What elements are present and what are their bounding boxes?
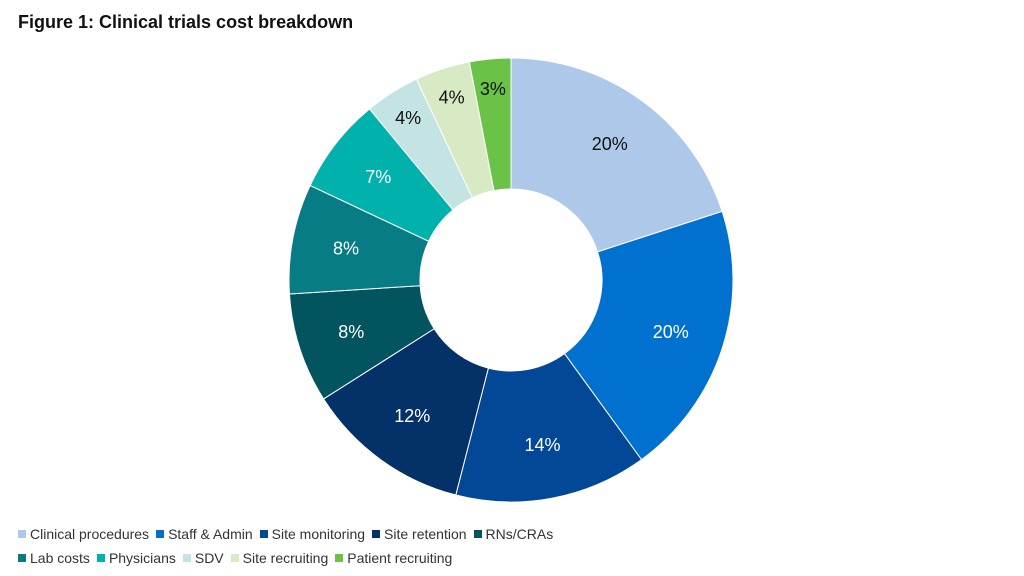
legend-swatch	[372, 530, 381, 538]
legend-swatch	[230, 554, 239, 562]
legend-row: Lab costs Physicians SDV Site recruiting Pat…	[18, 546, 618, 570]
legend-swatch	[182, 554, 191, 562]
legend-label: Patient recruiting	[347, 550, 453, 566]
legend-swatch	[335, 554, 344, 562]
legend-swatch	[259, 530, 268, 538]
legend-item: Clinical procedures	[18, 526, 149, 542]
legend-label: Site recruiting	[242, 550, 329, 566]
legend-item: Site recruiting	[230, 550, 329, 566]
legend-label: Site monitoring	[271, 526, 366, 542]
legend: Clinical procedures Staff & Admin Site mon…	[18, 522, 618, 570]
legend-swatch	[473, 530, 482, 538]
slice-site-monitoring	[455, 352, 643, 503]
legend-item: Patient recruiting	[335, 550, 452, 566]
legend-item: Staff & Admin	[156, 526, 253, 542]
legend-label: Staff & Admin	[168, 526, 253, 542]
legend-label: SDV	[194, 550, 224, 566]
legend-label: Clinical procedures	[30, 526, 150, 542]
data-label: 20%	[653, 322, 689, 342]
legend-swatch	[18, 554, 26, 562]
slice-staff-admin	[563, 210, 734, 461]
data-label: 12%	[394, 406, 430, 426]
data-label: 4%	[439, 87, 465, 107]
legend-item: Site monitoring	[259, 526, 366, 542]
data-label: 20%	[592, 134, 628, 154]
data-label: 14%	[524, 435, 560, 455]
legend-swatch	[18, 530, 26, 538]
slice-site-retention	[322, 328, 489, 496]
data-label: 8%	[338, 322, 364, 342]
legend-item: RNs/CRAs	[473, 526, 554, 542]
data-label: 8%	[333, 239, 359, 259]
legend-label: Lab costs	[30, 550, 90, 566]
legend-label: Physicians	[108, 550, 176, 566]
chart-title: Figure 1: Clinical trials cost breakdown	[18, 12, 354, 32]
slice-clinical-procedures	[510, 57, 723, 253]
legend-item: Lab costs	[18, 550, 90, 566]
legend-swatch	[96, 554, 105, 562]
data-label: 7%	[365, 167, 391, 187]
legend-swatch	[156, 530, 165, 538]
legend-item: Site retention	[372, 526, 467, 542]
legend-label: RNs/CRAs	[485, 526, 554, 542]
legend-label: Site retention	[384, 526, 467, 542]
data-label: 3%	[480, 79, 506, 99]
legend-item: Physicians	[96, 550, 176, 566]
slice-patient-recruiting	[468, 57, 512, 192]
data-label: 4%	[395, 108, 421, 128]
legend-item: SDV	[182, 550, 224, 566]
legend-row: Clinical procedures Staff & Admin Site mon…	[18, 522, 618, 546]
